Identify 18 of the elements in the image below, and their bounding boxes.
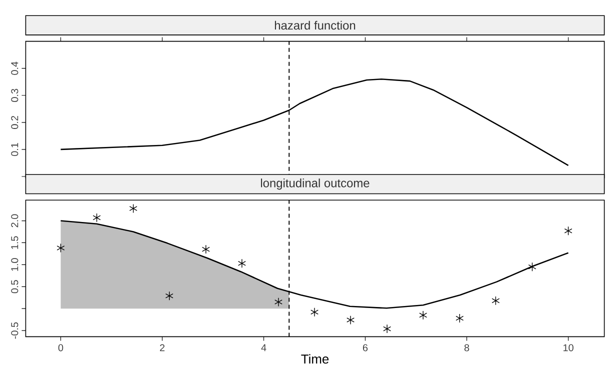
x-tick-label: 4 <box>261 344 266 352</box>
y-tick-label: -0.5 <box>11 322 18 339</box>
chart-title: hazard function <box>274 20 356 30</box>
x-tick-label: 6 <box>362 344 368 352</box>
x-tick-label: 2 <box>160 344 165 352</box>
y-tick-label: 1.0 <box>11 258 18 271</box>
x-tick-label: 10 <box>564 344 574 352</box>
y-tick-label: 0.5 <box>11 280 18 294</box>
x-tick-label: 0 <box>58 344 64 352</box>
x-axis-title: Time <box>301 354 329 364</box>
chart-title: longitudinal outcome <box>260 178 370 190</box>
x-tick-label: 8 <box>464 344 470 352</box>
y-tick-label: 0.3 <box>11 88 18 102</box>
y-tick-label: 0.2 <box>11 116 18 129</box>
y-tick-label: 0.4 <box>11 62 18 75</box>
y-tick-label: 2.0 <box>11 214 18 228</box>
y-tick-label: 0.1 <box>11 143 18 156</box>
y-tick-label: 1.5 <box>11 236 18 249</box>
